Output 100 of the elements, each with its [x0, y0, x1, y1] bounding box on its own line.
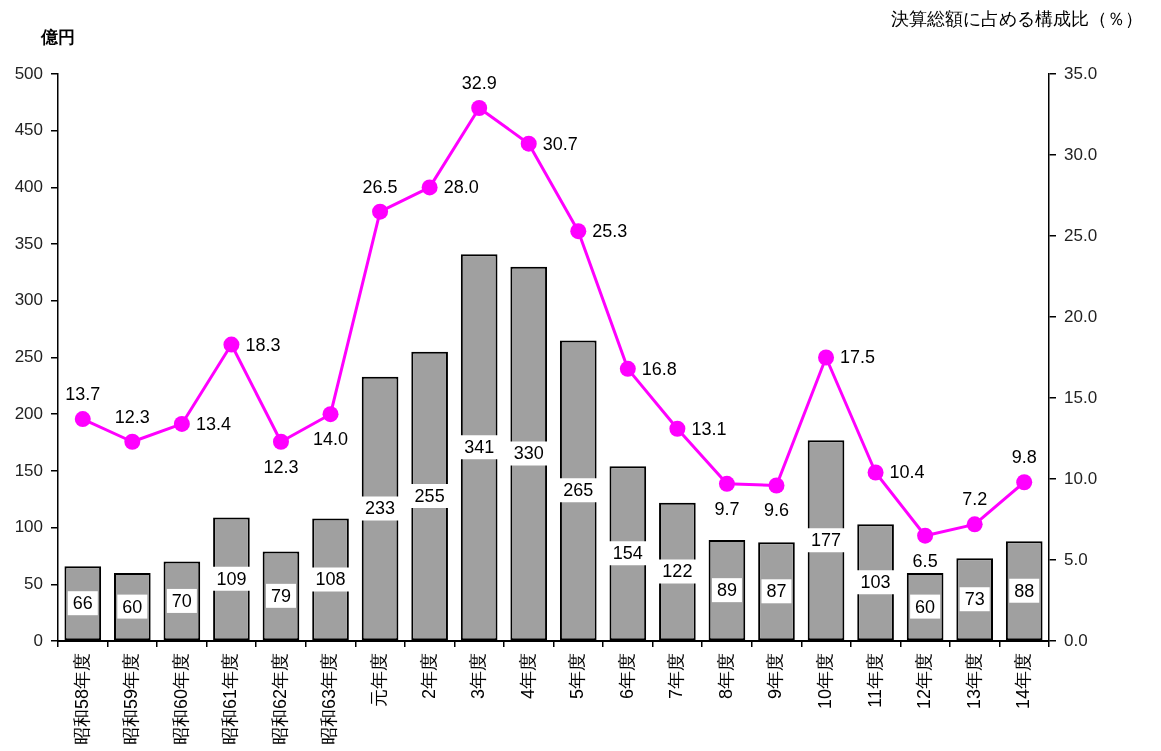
y2-tick-label: 25.0: [1064, 225, 1098, 245]
x-tick-label: 8年度: [715, 653, 736, 700]
x-tick-label: 14年度: [1013, 653, 1034, 710]
y-tick-label: 500: [14, 63, 43, 83]
y-axis-title: 億円: [40, 27, 75, 47]
y-tick-label: 0: [33, 630, 43, 650]
data-label: 13.4: [195, 413, 231, 434]
x-tick-label: 昭和61年度: [220, 653, 241, 746]
x-tick-label: 11年度: [864, 653, 885, 708]
data-label: 7.2: [962, 489, 988, 510]
point: [966, 516, 983, 533]
point: [272, 433, 289, 450]
data-label: 13.7: [65, 384, 101, 405]
y2-axis-title: 決算総額に占める構成比（％）: [891, 8, 1143, 29]
x-tick-label: 昭和59年度: [121, 653, 142, 746]
point: [74, 411, 91, 428]
y-tick-label: 350: [14, 233, 43, 253]
point: [818, 349, 835, 366]
data-label: 12.3: [114, 406, 150, 427]
data-label: 330: [513, 443, 544, 464]
x-tick-label: 3年度: [468, 653, 489, 700]
y-tick-label: 200: [14, 403, 43, 423]
x-tick-label: 5年度: [567, 653, 588, 700]
y-tick-label: 300: [14, 290, 43, 310]
point: [471, 100, 488, 117]
data-label: 70: [171, 590, 192, 611]
data-label: 103: [860, 572, 891, 593]
data-label: 13.1: [691, 418, 727, 439]
data-label: 66: [72, 593, 93, 614]
data-label: 9.8: [1011, 447, 1037, 468]
x-tick-label: 元年度: [369, 653, 390, 707]
data-label: 14.0: [313, 429, 349, 450]
data-label: 255: [414, 486, 445, 507]
data-label: 79: [270, 585, 291, 606]
data-label: 9.7: [714, 498, 740, 519]
data-label: 17.5: [840, 347, 876, 368]
data-label: 9.6: [763, 500, 789, 521]
data-label: 18.3: [245, 334, 281, 355]
y2-tick-label: 0.0: [1064, 630, 1088, 650]
x-tick-label: 7年度: [666, 653, 687, 700]
data-label: 88: [1014, 580, 1035, 601]
x-tick-label: 10年度: [814, 653, 835, 710]
data-label: 26.5: [362, 176, 398, 197]
point: [173, 415, 190, 432]
point: [520, 135, 537, 152]
data-label: 60: [122, 596, 143, 617]
point: [570, 223, 587, 240]
data-label: 30.7: [542, 133, 578, 154]
y-tick-label: 250: [14, 347, 43, 367]
data-label: 341: [464, 437, 495, 458]
x-tick-label: 6年度: [616, 653, 637, 700]
data-label: 109: [216, 568, 247, 589]
point: [917, 527, 934, 544]
y2-tick-label: 35.0: [1064, 63, 1098, 83]
point: [669, 420, 686, 437]
point: [867, 464, 884, 481]
x-tick-label: 12年度: [914, 653, 935, 710]
x-tick-label: 昭和60年度: [170, 653, 191, 746]
y2-tick-label: 15.0: [1064, 387, 1098, 407]
data-label: 108: [315, 569, 346, 590]
y2-tick-label: 30.0: [1064, 144, 1098, 164]
y-tick-label: 150: [14, 460, 43, 480]
x-tick-label: 昭和58年度: [71, 653, 92, 746]
data-label: 177: [811, 530, 842, 551]
data-label: 32.9: [461, 72, 497, 93]
data-label: 16.8: [641, 358, 677, 379]
point: [124, 433, 141, 450]
data-label: 233: [365, 498, 396, 519]
point: [718, 475, 735, 492]
x-tick-label: 昭和63年度: [319, 653, 340, 746]
y-tick-label: 100: [14, 517, 43, 537]
data-label: 154: [612, 543, 643, 564]
x-tick-label: 13年度: [963, 653, 984, 710]
x-tick-label: 4年度: [517, 653, 538, 700]
y-tick-label: 50: [24, 573, 43, 593]
point: [421, 179, 438, 196]
data-label: 89: [716, 580, 737, 601]
point: [768, 477, 785, 494]
y-tick-label: 400: [14, 177, 43, 197]
point: [619, 360, 636, 377]
data-label: 60: [915, 596, 936, 617]
data-label: 265: [563, 480, 594, 501]
x-tick-label: 2年度: [418, 653, 439, 700]
data-label: 87: [766, 581, 787, 602]
data-label: 12.3: [263, 456, 299, 477]
y-tick-label: 450: [14, 120, 43, 140]
point: [223, 336, 240, 353]
data-label: 6.5: [912, 550, 938, 571]
data-label: 25.3: [592, 221, 628, 242]
x-tick-label: 9年度: [765, 653, 786, 700]
y2-tick-label: 20.0: [1064, 306, 1098, 326]
point: [1016, 474, 1033, 491]
data-label: 28.0: [443, 177, 479, 198]
y2-tick-label: 5.0: [1064, 549, 1088, 569]
point: [372, 203, 389, 220]
point: [322, 406, 339, 423]
data-label: 73: [964, 589, 985, 610]
data-label: 122: [662, 561, 693, 582]
x-tick-label: 昭和62年度: [269, 653, 290, 746]
y2-tick-label: 10.0: [1064, 468, 1098, 488]
